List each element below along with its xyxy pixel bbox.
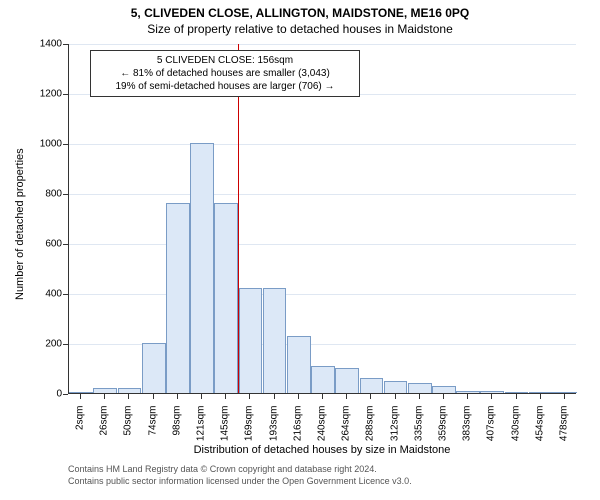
x-tick-mark: [104, 394, 105, 399]
histogram-bar: [287, 336, 311, 394]
y-tick-mark: [63, 144, 68, 145]
x-tick-label: 288sqm: [365, 406, 376, 456]
histogram-bar: [432, 386, 456, 394]
y-tick-label: 400: [34, 289, 62, 300]
x-tick-mark: [370, 394, 371, 399]
x-tick-label: 74sqm: [147, 406, 158, 456]
x-tick-mark: [564, 394, 565, 399]
x-tick-label: 478sqm: [558, 406, 569, 456]
histogram-bar: [190, 143, 214, 393]
histogram-bar: [360, 378, 384, 393]
grid-line: [69, 294, 576, 295]
histogram-bar: [93, 388, 117, 393]
y-tick-mark: [63, 94, 68, 95]
histogram-bar: [118, 388, 142, 393]
histogram-bar: [214, 203, 238, 393]
annotation-line: 5 CLIVEDEN CLOSE: 156sqm: [97, 54, 353, 67]
y-tick-label: 1200: [34, 89, 62, 100]
x-tick-label: 430sqm: [510, 406, 521, 456]
chart-footer: Contains HM Land Registry data © Crown c…: [68, 464, 576, 487]
x-tick-label: 454sqm: [534, 406, 545, 456]
y-tick-label: 800: [34, 189, 62, 200]
x-tick-mark: [419, 394, 420, 399]
y-axis-label: Number of detached properties: [14, 140, 26, 300]
x-tick-label: 312sqm: [389, 406, 400, 456]
y-tick-mark: [63, 244, 68, 245]
y-tick-label: 1000: [34, 139, 62, 150]
annotation-line: ← 81% of detached houses are smaller (3,…: [97, 67, 353, 80]
footer-line-1: Contains HM Land Registry data © Crown c…: [68, 464, 576, 476]
histogram-bar: [335, 368, 359, 393]
x-tick-label: 407sqm: [486, 406, 497, 456]
chart-title-main: 5, CLIVEDEN CLOSE, ALLINGTON, MAIDSTONE,…: [0, 0, 600, 20]
x-tick-mark: [80, 394, 81, 399]
y-tick-mark: [63, 344, 68, 345]
x-tick-label: 264sqm: [341, 406, 352, 456]
y-tick-mark: [63, 294, 68, 295]
y-tick-label: 1400: [34, 39, 62, 50]
x-tick-mark: [274, 394, 275, 399]
x-tick-label: 359sqm: [437, 406, 448, 456]
x-tick-label: 50sqm: [123, 406, 134, 456]
annotation-box: 5 CLIVEDEN CLOSE: 156sqm← 81% of detache…: [90, 50, 360, 97]
x-tick-mark: [249, 394, 250, 399]
histogram-bar: [311, 366, 335, 394]
x-tick-label: 145sqm: [220, 406, 231, 456]
x-tick-mark: [395, 394, 396, 399]
x-tick-mark: [516, 394, 517, 399]
histogram-bar: [480, 391, 504, 393]
x-tick-label: 193sqm: [268, 406, 279, 456]
y-tick-mark: [63, 394, 68, 395]
x-tick-mark: [153, 394, 154, 399]
histogram-bar: [505, 392, 529, 393]
x-tick-mark: [128, 394, 129, 399]
x-tick-label: 26sqm: [99, 406, 110, 456]
histogram-bar: [553, 392, 577, 393]
chart-container: 5, CLIVEDEN CLOSE, ALLINGTON, MAIDSTONE,…: [0, 0, 600, 500]
x-tick-mark: [540, 394, 541, 399]
x-tick-mark: [491, 394, 492, 399]
histogram-bar: [263, 288, 287, 393]
x-tick-label: 169sqm: [244, 406, 255, 456]
grid-line: [69, 244, 576, 245]
x-tick-mark: [322, 394, 323, 399]
x-tick-mark: [201, 394, 202, 399]
x-tick-mark: [443, 394, 444, 399]
y-tick-label: 0: [34, 389, 62, 400]
histogram-bar: [239, 288, 263, 393]
x-tick-mark: [467, 394, 468, 399]
x-tick-label: 383sqm: [462, 406, 473, 456]
x-tick-label: 335sqm: [413, 406, 424, 456]
histogram-bar: [142, 343, 166, 393]
x-tick-label: 121sqm: [196, 406, 207, 456]
x-tick-label: 240sqm: [317, 406, 328, 456]
grid-line: [69, 44, 576, 45]
histogram-bar: [384, 381, 408, 394]
chart-title-sub: Size of property relative to detached ho…: [0, 20, 600, 40]
x-tick-mark: [177, 394, 178, 399]
y-tick-mark: [63, 44, 68, 45]
grid-line: [69, 194, 576, 195]
histogram-bar: [456, 391, 480, 394]
y-tick-label: 200: [34, 339, 62, 350]
x-tick-mark: [298, 394, 299, 399]
footer-line-2: Contains public sector information licen…: [68, 476, 576, 488]
histogram-bar: [69, 392, 93, 393]
x-tick-mark: [225, 394, 226, 399]
y-tick-label: 600: [34, 239, 62, 250]
annotation-line: 19% of semi-detached houses are larger (…: [97, 80, 353, 93]
x-tick-mark: [346, 394, 347, 399]
histogram-bar: [166, 203, 190, 393]
x-tick-label: 98sqm: [171, 406, 182, 456]
grid-line: [69, 144, 576, 145]
x-tick-label: 216sqm: [292, 406, 303, 456]
histogram-bar: [529, 392, 553, 393]
y-tick-mark: [63, 194, 68, 195]
histogram-bar: [408, 383, 432, 393]
x-tick-label: 2sqm: [75, 406, 86, 456]
